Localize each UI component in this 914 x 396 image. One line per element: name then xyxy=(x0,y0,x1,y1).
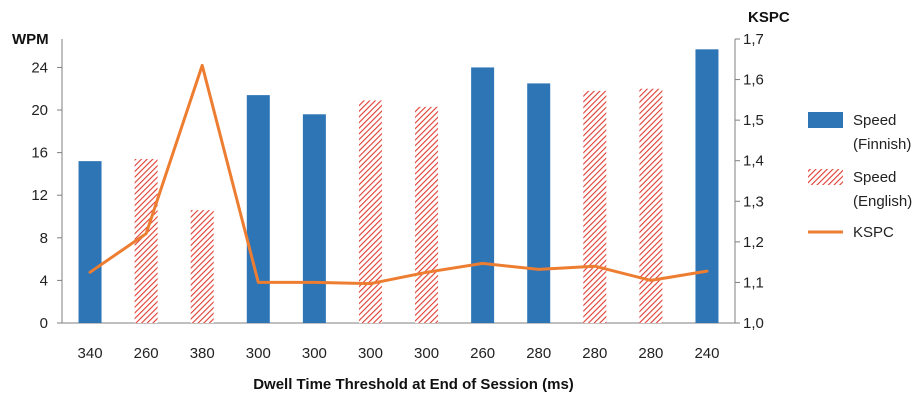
y2-tick-label: 1,4 xyxy=(743,153,764,170)
y2-tick-label: 1,3 xyxy=(743,193,764,210)
x-tick-label: 280 xyxy=(638,345,663,362)
bar-speed-finnish xyxy=(78,161,102,323)
bar-speed-english xyxy=(583,90,607,324)
kspc-line-layer xyxy=(88,63,709,286)
y2-tick-label: 1,0 xyxy=(743,315,764,332)
x-tick-label: 280 xyxy=(526,345,551,362)
legend-label: KSPC xyxy=(853,224,894,241)
y-axis-title: WPM xyxy=(12,31,49,48)
bar-speed-english xyxy=(415,106,439,323)
bar-speed-finnish xyxy=(471,67,495,323)
legend-swatch-finnish xyxy=(808,112,843,128)
bar-speed-finnish xyxy=(302,114,326,323)
kspc-line xyxy=(88,63,709,286)
bar-speed-english xyxy=(190,210,214,323)
x-tick-label: 300 xyxy=(302,345,327,362)
legend-label: Speed xyxy=(853,169,896,186)
y-tick-label: 8 xyxy=(40,230,48,247)
legend: Speed (Finnish) Speed (English) KSPC xyxy=(808,112,912,241)
bar-speed-finnish xyxy=(527,83,551,323)
bar-speed-english xyxy=(358,100,382,324)
bars xyxy=(78,49,719,324)
x-tick-label: 280 xyxy=(582,345,607,362)
y-tick-label: 16 xyxy=(31,145,48,162)
y2-tick-label: 1,1 xyxy=(743,274,764,291)
legend-swatch-english xyxy=(808,169,843,185)
legend-label: (Finnish) xyxy=(853,136,911,153)
y2-tick-label: 1,7 xyxy=(743,31,764,48)
x-tick-label: 240 xyxy=(694,345,719,362)
y2-axis-title: KSPC xyxy=(748,9,790,26)
y-tick-label: 4 xyxy=(40,272,48,289)
y-tick-label: 0 xyxy=(40,315,48,332)
y2-tick-label: 1,6 xyxy=(743,72,764,89)
bar-speed-english xyxy=(639,88,663,324)
bar-speed-finnish xyxy=(246,95,270,323)
x-tick-label: 340 xyxy=(78,345,103,362)
labels: 0 4 8 12 16 20 24 1,0 1,1 1,2 1,3 1,4 1,5 1,6 1,7 340 26… xyxy=(12,9,790,393)
legend-label: (English) xyxy=(853,193,912,210)
y2-tick-label: 1,2 xyxy=(743,234,764,251)
x-tick-label: 380 xyxy=(190,345,215,362)
y-tick-label: 20 xyxy=(31,102,48,119)
x-tick-label: 300 xyxy=(358,345,383,362)
legend-label: Speed xyxy=(853,112,896,129)
x-axis-title: Dwell Time Threshold at End of Session (… xyxy=(253,376,574,393)
x-tick-label: 300 xyxy=(414,345,439,362)
bar-speed-finnish xyxy=(695,49,719,323)
x-tick-label: 260 xyxy=(470,345,495,362)
y2-tick-label: 1,5 xyxy=(743,112,764,129)
axes xyxy=(57,38,740,324)
y-tick-label: 12 xyxy=(31,187,48,204)
y-tick-label: 24 xyxy=(31,59,48,76)
x-tick-label: 300 xyxy=(246,345,271,362)
x-tick-label: 260 xyxy=(134,345,159,362)
bar-speed-english xyxy=(134,159,158,323)
